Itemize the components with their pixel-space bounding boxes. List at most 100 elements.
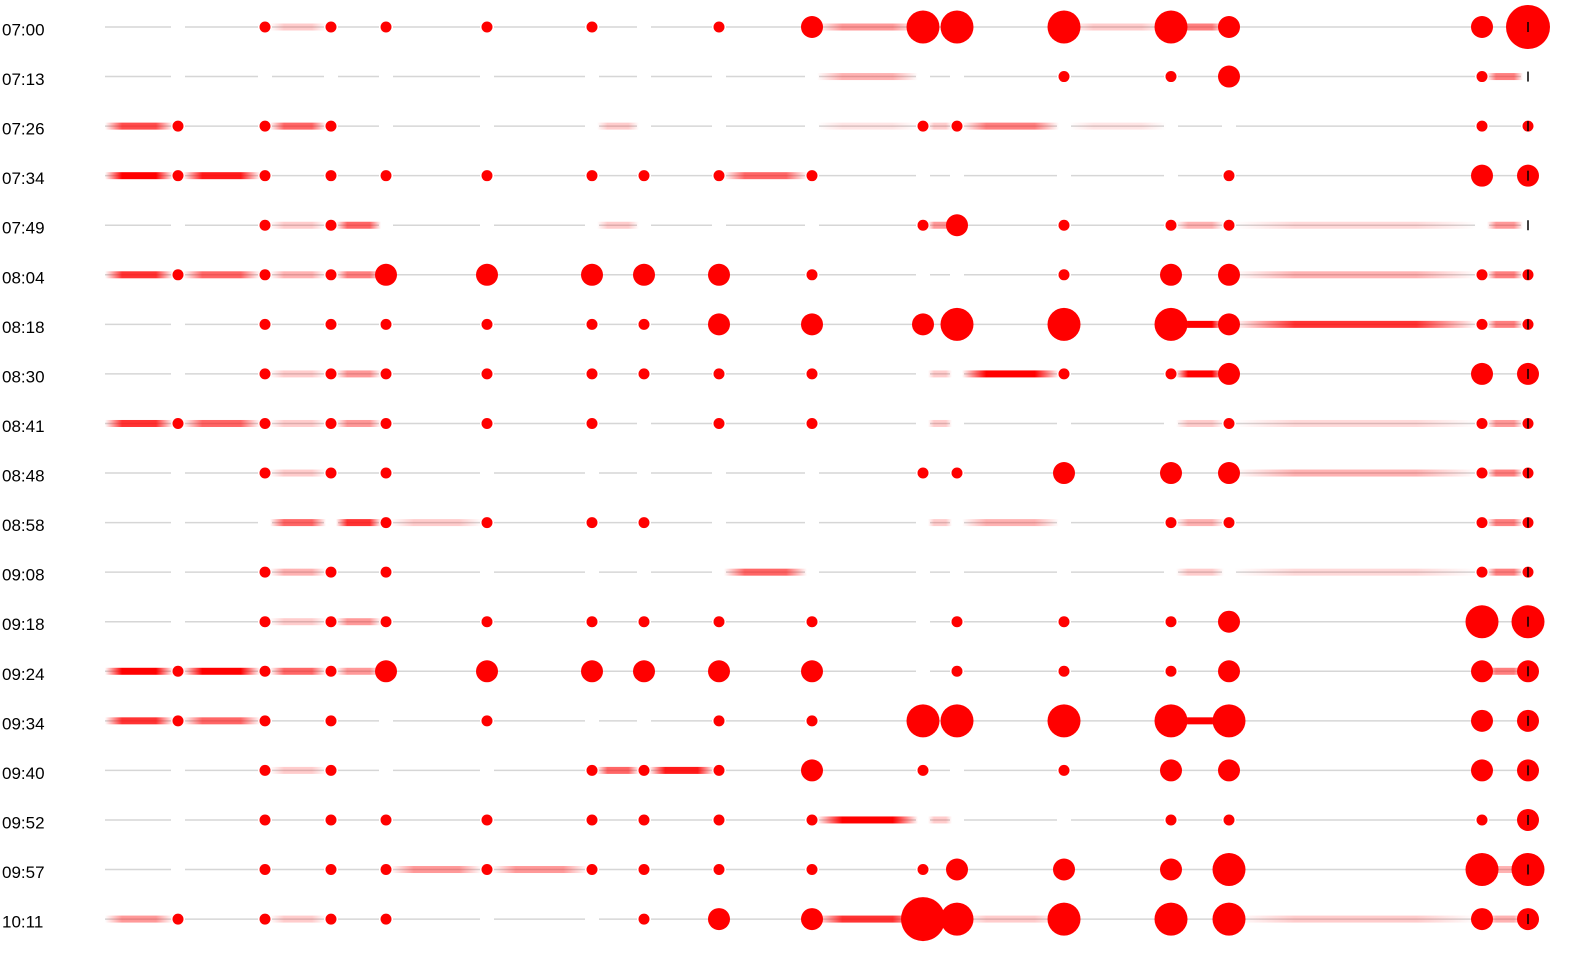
bubble [1058,368,1070,380]
bubble [586,368,598,380]
bubble [1223,219,1235,231]
bubble [1047,10,1081,44]
bubble [1218,16,1240,38]
row-label: 09:52 [2,813,45,832]
bubble [806,616,818,628]
bubble [1476,120,1488,132]
bubble [638,517,650,529]
bubble [1160,263,1182,286]
flow-link [1069,23,1166,31]
bubble [259,417,271,429]
bubble [1154,307,1188,341]
flow-link [1487,320,1523,328]
flow-link [1069,122,1166,130]
flow-link [817,122,918,130]
flow-link [105,271,173,279]
bubble [380,864,392,876]
bubble [917,467,929,479]
bubble [1058,269,1070,281]
bubble [951,665,963,677]
bubble [806,864,818,876]
flow-link [336,618,381,626]
bubble [1223,814,1235,826]
flow-link [962,370,1059,378]
bubble [1154,704,1188,738]
bubble [1165,368,1177,380]
bubble [940,902,974,936]
bubble [1047,704,1081,738]
bubble [713,417,725,429]
bubble [638,764,650,776]
flow-link [1234,419,1477,427]
flow-link [492,866,587,874]
bubble [1223,517,1235,529]
bubble [1476,517,1488,529]
bubble [1212,704,1246,738]
bubble [801,908,823,931]
bubble [1160,462,1182,485]
bubble [806,368,818,380]
row-label: 08:04 [2,268,45,287]
bubble [375,263,397,286]
bubble [806,814,818,826]
bubble [1218,65,1240,88]
bubble [806,715,818,727]
bubble [1476,318,1488,330]
bubble [481,21,493,33]
bubble [325,764,337,776]
bubble [1218,660,1240,683]
bubble [586,517,598,529]
bubble [713,170,725,182]
bubble [380,170,392,182]
bubble [1218,313,1240,336]
flow-link [649,766,714,774]
bubble [1154,10,1188,44]
flow-link [1234,271,1477,279]
flow-link [105,122,173,130]
bubble [325,913,337,925]
bubble [1223,170,1235,182]
flow-link [336,221,381,229]
flow-link [270,23,326,31]
bubble [325,566,337,578]
bubble [1471,759,1493,782]
bubble [1165,616,1177,628]
bubble [586,814,598,826]
bubble [1476,814,1488,826]
flow-link [105,915,173,923]
bubble [801,313,823,336]
bubble [172,913,184,925]
flow-link [270,519,326,527]
bubble [1165,71,1177,83]
bubble [713,864,725,876]
bubble [325,120,337,132]
flow-link [105,419,173,427]
bubble [380,368,392,380]
flow-link [962,915,1059,923]
bubble [325,318,337,330]
bubble [940,307,974,341]
flow-link [1176,419,1224,427]
flow-link [724,172,807,180]
bubble [325,467,337,479]
flow-link [1487,469,1523,477]
flow-link [817,73,918,81]
bubble [1471,164,1493,187]
bubble [638,368,650,380]
bubble [1053,462,1075,485]
row-label: 09:08 [2,566,45,585]
flow-link [391,866,482,874]
flow-link [597,766,639,774]
bubble [1053,858,1075,881]
flow-link [270,469,326,477]
row-label: 07:26 [2,120,45,139]
flow-link [270,271,326,279]
bubble [1476,467,1488,479]
flow-link [724,568,807,576]
row-label: 07:00 [2,20,45,39]
bubble [1165,517,1177,529]
bubble [713,368,725,380]
bubble [172,665,184,677]
bubble [586,764,598,776]
flow-link [928,122,952,130]
